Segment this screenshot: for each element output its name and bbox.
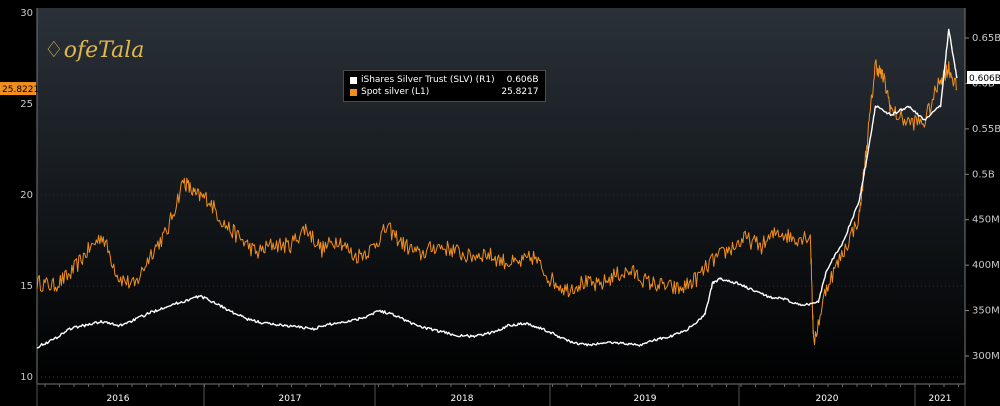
series-line-slv (36, 28, 958, 349)
last-price-tag-left: 25.8221 (2, 85, 39, 95)
series-line-spot-silver (36, 59, 958, 346)
last-price-tags: 25.8221 0.606B (0, 70, 1000, 96)
legend-item-slv: iShares Silver Trust (SLV) (R1) 0.606B (350, 74, 539, 86)
left-axis-tick-label: 15 (20, 281, 33, 292)
ring-gem-icon: ♢ (44, 38, 64, 63)
last-price-tag-right-bg (967, 70, 1000, 84)
left-axis-tick-label: 30 (20, 8, 33, 19)
legend-label-silver: Spot silver (L1) (361, 87, 430, 97)
logo-text: ofeTala (63, 38, 145, 63)
x-axis-tick-label: 2020 (816, 394, 839, 404)
x-axis-tick-label: 2016 (107, 394, 130, 404)
axes: 30252015100.65B0.6B0.55B0.5B450M400M350M… (20, 8, 1000, 406)
right-axis-tick-label: 300M (972, 351, 1000, 362)
left-axis-tick-label: 25 (20, 99, 33, 110)
right-axis-tick-label: 0.5B (972, 169, 995, 180)
plot-area (37, 8, 965, 384)
x-axis-tick-label: 2019 (634, 394, 657, 404)
last-price-tag-left-bg (0, 82, 36, 96)
legend-value-silver: 25.8217 (501, 87, 539, 97)
x-axis-tick-label: 2017 (279, 394, 302, 404)
x-axis-tick-label: 2018 (451, 394, 474, 404)
legend: iShares Silver Trust (SLV) (R1) 0.606B S… (343, 70, 546, 102)
right-axis-tick-label: 0.55B (972, 124, 1000, 135)
legend-value-slv: 0.606B (506, 75, 539, 85)
left-axis-tick-label: 20 (20, 190, 33, 201)
right-axis-tick-label: 350M (972, 306, 1000, 317)
last-price-tag-right: 0.606B (969, 74, 1000, 84)
x-axis-tick-label: 2021 (929, 394, 952, 404)
legend-swatch-silver (350, 88, 357, 96)
right-axis-tick-label: 0.65B (972, 33, 1000, 44)
right-axis-tick-label: 450M (972, 215, 1000, 226)
legend-item-silver: Spot silver (L1) 25.8217 (350, 86, 539, 98)
legend-label-slv: iShares Silver Trust (SLV) (R1) (361, 75, 495, 85)
legend-swatch-slv (350, 76, 357, 84)
logo: ♢ofeTala (44, 38, 144, 63)
left-axis-tick-label: 10 (20, 372, 33, 383)
right-axis-tick-label: 400M (972, 260, 1000, 271)
series-group (36, 28, 958, 349)
gridlines (37, 12, 965, 378)
